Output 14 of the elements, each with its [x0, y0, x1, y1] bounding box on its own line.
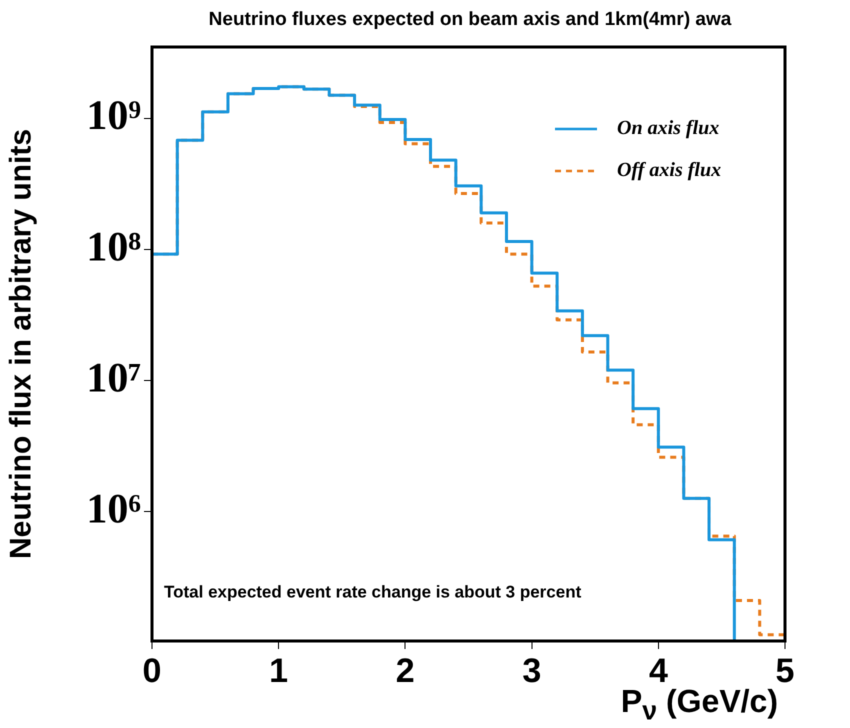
legend-label: On axis flux [617, 117, 720, 140]
y-tick-label: 10⁹ [86, 93, 141, 140]
y-tick-label: 10⁷ [86, 355, 141, 402]
x-tick-label: 2 [396, 652, 415, 690]
y-axis-title: Neutrino flux in arbitrary units [4, 128, 38, 560]
x-tick-label: 0 [142, 652, 162, 690]
y-tick-label: 10⁸ [86, 224, 141, 270]
x-tick-label: 1 [269, 652, 288, 690]
legend-label: Off axis flux [617, 159, 722, 182]
chart-title: Neutrino fluxes expected on beam axis and 1km(4mr) awa [208, 9, 732, 30]
x-tick-label: 5 [776, 652, 794, 690]
x-tick-label: 3 [522, 652, 542, 690]
annotation: Total expected event rate change is about 3 percent [164, 582, 582, 602]
y-tick-label: 10⁶ [86, 486, 141, 532]
